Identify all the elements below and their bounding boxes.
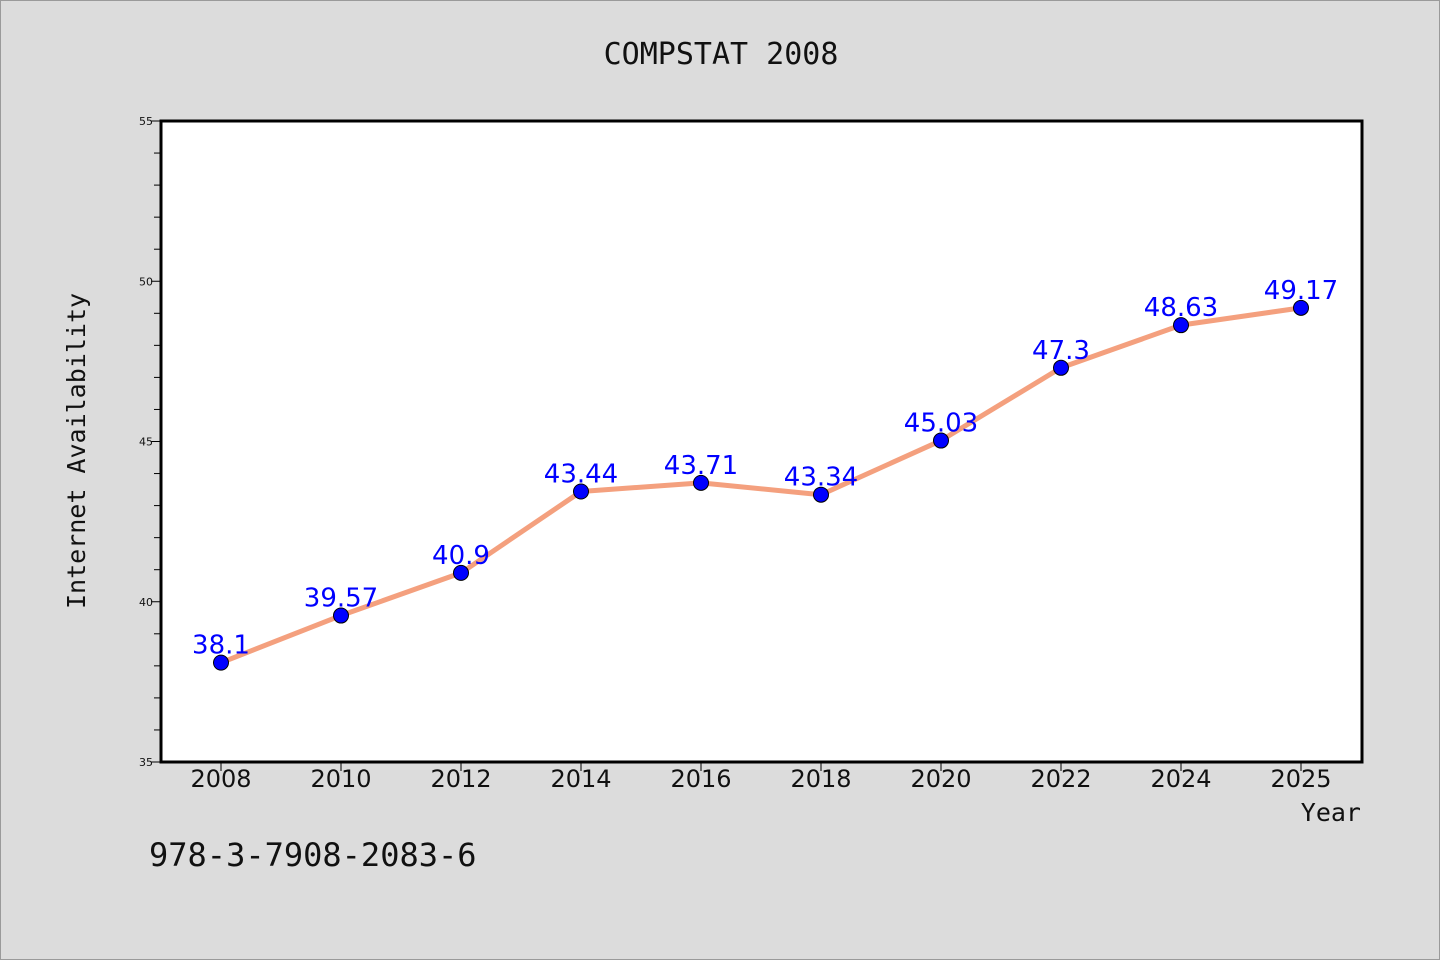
data-label: 43.44	[544, 459, 618, 489]
y-tick-label: 40	[139, 596, 153, 609]
x-tick-label: 2022	[1030, 765, 1091, 793]
axis-ticks: 35 40 45 50 55 2008 2010 2012 2014 2016 2018 2020 20…	[139, 115, 1332, 793]
x-tick-label: 2014	[550, 765, 611, 793]
data-point	[693, 474, 709, 491]
data-label: 40.9	[432, 541, 490, 571]
data-label: 43.34	[784, 463, 858, 493]
x-tick-label: 2018	[790, 765, 851, 793]
data-label: 43.71	[664, 451, 738, 481]
x-tick-label: 2008	[190, 765, 251, 793]
data-point	[1293, 299, 1309, 316]
data-label: 45.03	[904, 409, 978, 439]
data-label: 49.17	[1264, 276, 1338, 306]
y-tick-label: 35	[139, 756, 153, 769]
isbn-label: 978-3-7908-2083-6	[149, 836, 477, 874]
x-tick-label: 2025	[1270, 765, 1331, 793]
y-tick-label: 55	[139, 115, 153, 128]
data-point	[333, 607, 349, 624]
data-point	[813, 486, 829, 503]
series-line	[218, 305, 1304, 666]
y-axis-label: Internet Availability	[62, 293, 91, 609]
x-tick-label: 2010	[310, 765, 371, 793]
x-tick-label: 2016	[670, 765, 731, 793]
x-axis-label: Year	[1301, 798, 1361, 827]
x-tick-label: 2020	[910, 765, 971, 793]
plot-area	[161, 121, 1362, 762]
data-point	[933, 432, 949, 449]
data-label: 38.1	[192, 631, 250, 661]
data-label: 48.63	[1144, 293, 1218, 323]
x-tick-label: 2024	[1150, 765, 1211, 793]
data-point	[1053, 359, 1069, 376]
data-point	[1173, 317, 1189, 334]
y-tick-label: 50	[139, 275, 153, 288]
data-point	[213, 654, 229, 671]
data-label: 47.3	[1032, 336, 1090, 366]
chart-marks: 38.1 39.57 40.9 43.44 43.71 43.34 45.03 47.3 48.…	[192, 276, 1338, 671]
data-label: 39.57	[304, 584, 378, 614]
data-point	[453, 564, 469, 581]
chart-title: COMPSTAT 2008	[604, 37, 839, 72]
x-tick-label: 2012	[430, 765, 491, 793]
data-point	[573, 483, 589, 500]
y-tick-label: 45	[139, 436, 153, 449]
